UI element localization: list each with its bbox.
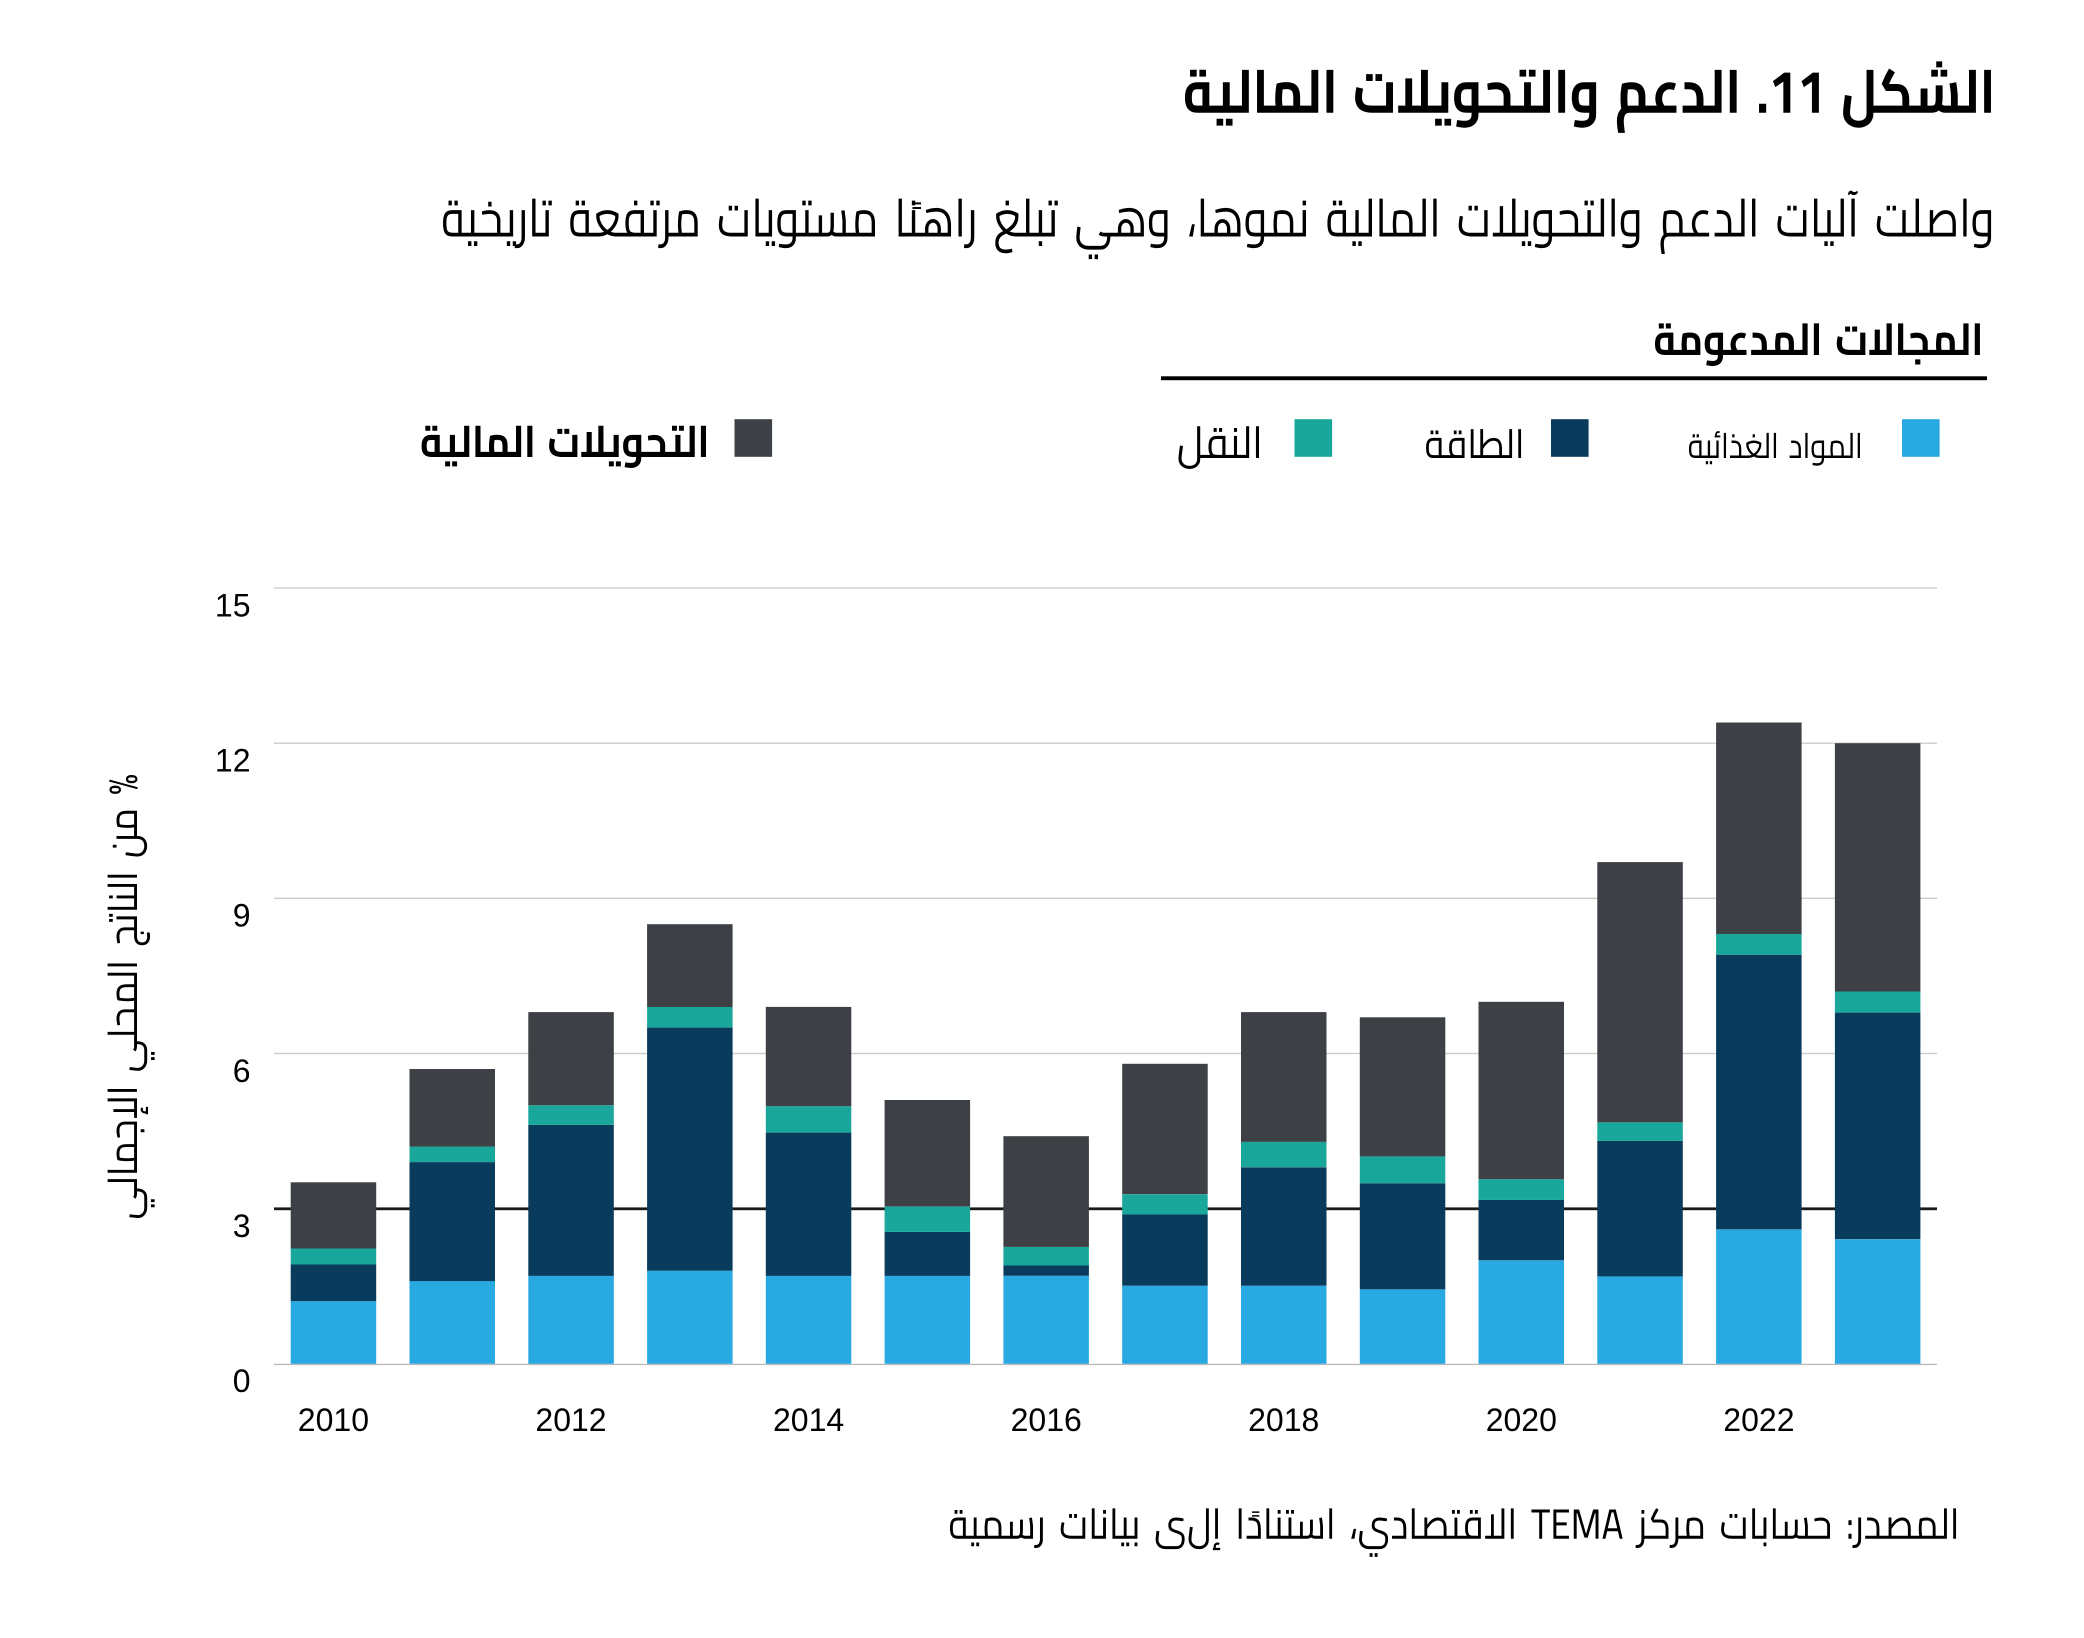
svg-text:2022: 2022 <box>1723 1402 1794 1438</box>
svg-text:15: 15 <box>215 587 251 623</box>
svg-text:2018: 2018 <box>1248 1402 1319 1438</box>
svg-text:2020: 2020 <box>1486 1402 1557 1438</box>
svg-text:12: 12 <box>215 743 251 779</box>
svg-text:0: 0 <box>233 1363 251 1399</box>
svg-text:6: 6 <box>233 1053 251 1089</box>
svg-text:2014: 2014 <box>773 1402 844 1438</box>
svg-text:9: 9 <box>233 898 251 934</box>
svg-text:2012: 2012 <box>535 1402 606 1438</box>
svg-text:3: 3 <box>233 1208 251 1244</box>
svg-text:2010: 2010 <box>298 1402 369 1438</box>
svg-text:2016: 2016 <box>1011 1402 1082 1438</box>
